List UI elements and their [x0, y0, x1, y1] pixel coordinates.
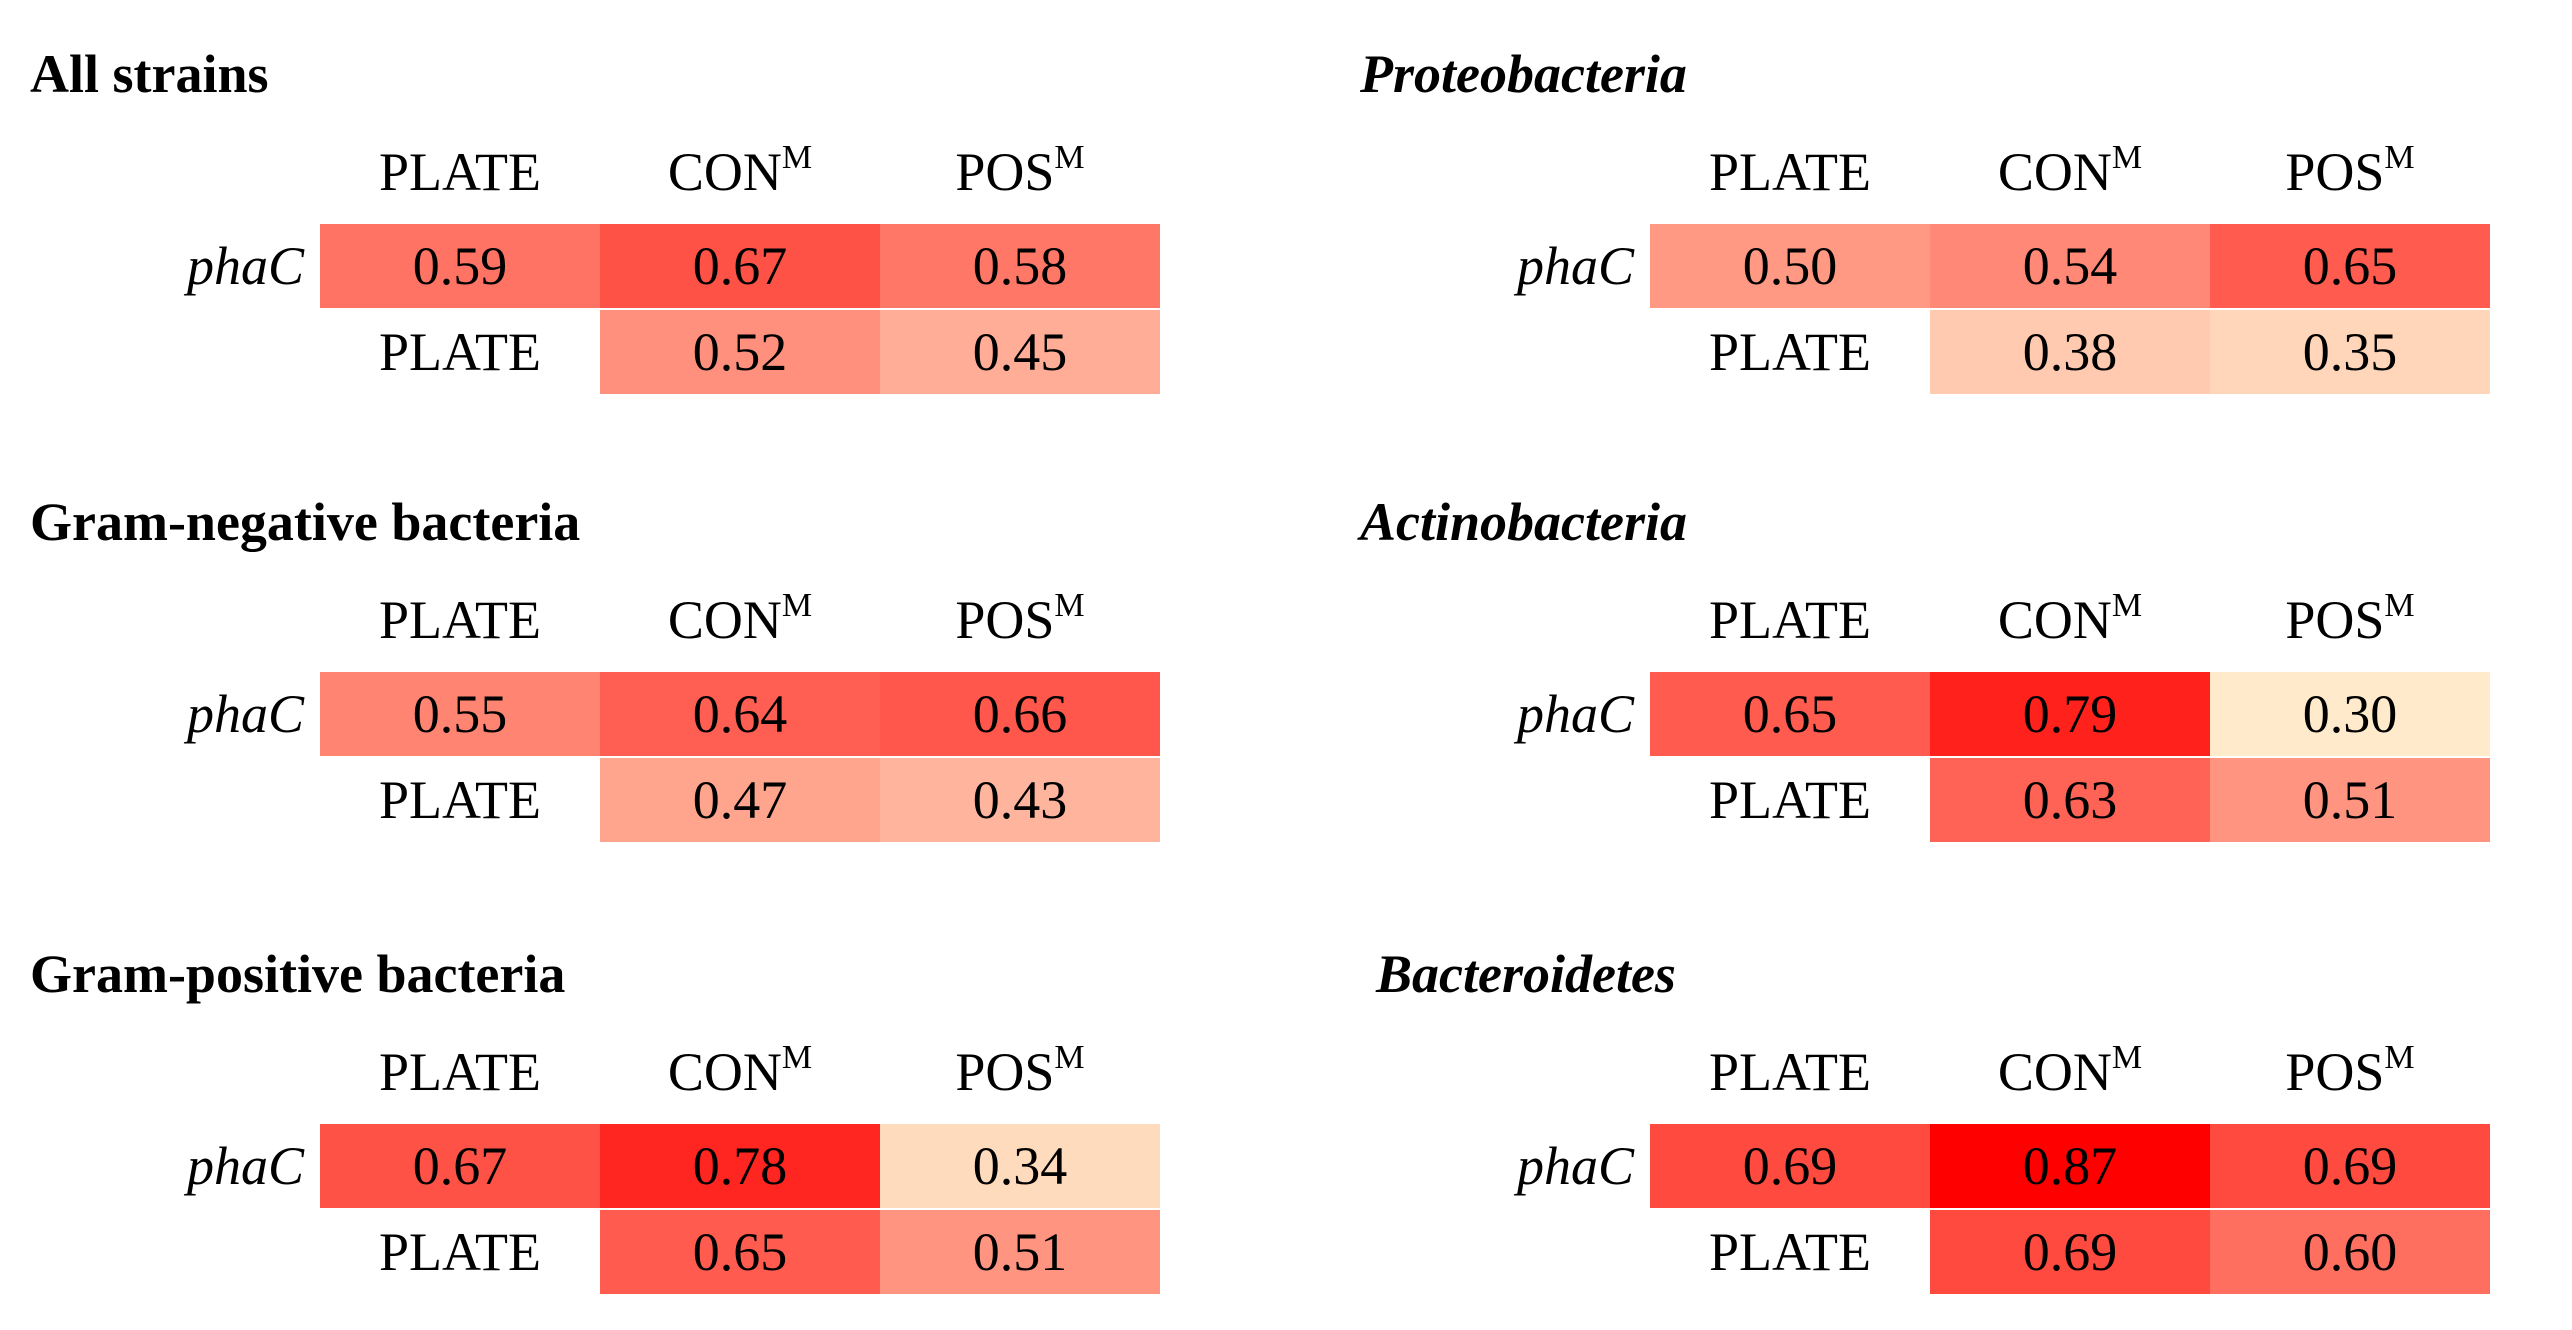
heatmap-cell: 0.59 [320, 224, 600, 308]
row-label-plate: PLATE [1709, 770, 1871, 830]
heatmap-cell: 0.60 [2210, 1210, 2490, 1294]
row-label-plate: PLATE [379, 322, 541, 382]
column-label-con: CONM [1997, 587, 2143, 651]
panel-title-bacteroidetes: Bacteroidetes [1376, 944, 1676, 1004]
panel-title-all-strains: All strains [30, 44, 269, 104]
heatmap-cell: 0.87 [1930, 1124, 2210, 1208]
column-label-con: CONM [1997, 139, 2143, 203]
column-label-plate: PLATE [1709, 142, 1871, 202]
column-label-pos: POSM [2285, 587, 2415, 651]
column-label-pos: POSM [2285, 139, 2415, 203]
column-label-con: CONM [1997, 1039, 2143, 1103]
column-label-pos: POSM [955, 139, 1085, 203]
heatmap-cell: 0.69 [1930, 1210, 2210, 1294]
heatmap-cell: 0.58 [880, 224, 1160, 308]
row-label-phac: phaC [186, 684, 304, 744]
heatmap-cell: 0.67 [600, 224, 880, 308]
row-label-phac: phaC [1516, 236, 1634, 296]
column-label-con: CONM [667, 587, 813, 651]
heatmap-cell: 0.64 [600, 672, 880, 756]
heatmap-cell: 0.65 [2210, 224, 2490, 308]
column-label-plate: PLATE [379, 590, 541, 650]
heatmap-cell: 0.51 [880, 1210, 1160, 1294]
row-label-plate: PLATE [1709, 1222, 1871, 1282]
heatmap-cell: 0.69 [2210, 1124, 2490, 1208]
row-label-plate: PLATE [1709, 322, 1871, 382]
panel-title-actinobacteria: Actinobacteria [1360, 492, 1687, 552]
heatmap-cell: 0.67 [320, 1124, 600, 1208]
heatmap-cell: 0.79 [1930, 672, 2210, 756]
heatmap-cell: 0.52 [600, 310, 880, 394]
column-label-pos: POSM [2285, 1039, 2415, 1103]
column-label-plate: PLATE [379, 1042, 541, 1102]
heatmap-cell: 0.78 [600, 1124, 880, 1208]
heatmap-cell: 0.34 [880, 1124, 1160, 1208]
row-label-phac: phaC [186, 236, 304, 296]
row-label-phac: phaC [186, 1136, 304, 1196]
heatmap-cell: 0.45 [880, 310, 1160, 394]
heatmap-cell: 0.65 [1650, 672, 1930, 756]
heatmap-cell: 0.51 [2210, 758, 2490, 842]
heatmap-cell: 0.66 [880, 672, 1160, 756]
column-label-pos: POSM [955, 1039, 1085, 1103]
heatmap-cell: 0.35 [2210, 310, 2490, 394]
heatmap-cell: 0.30 [2210, 672, 2490, 756]
heatmap-cell: 0.63 [1930, 758, 2210, 842]
row-label-phac: phaC [1516, 684, 1634, 744]
heatmap-cell: 0.47 [600, 758, 880, 842]
heatmap-cell: 0.69 [1650, 1124, 1930, 1208]
heatmap-cell: 0.65 [600, 1210, 880, 1294]
panel-title-gram-positive-bacteria: Gram-positive bacteria [30, 944, 566, 1004]
heatmap-cell: 0.55 [320, 672, 600, 756]
row-label-phac: phaC [1516, 1136, 1634, 1196]
column-label-plate: PLATE [1709, 590, 1871, 650]
panel-title-gram-negative-bacteria: Gram-negative bacteria [30, 492, 581, 552]
panel-title-proteobacteria: Proteobacteria [1360, 44, 1687, 104]
column-label-plate: PLATE [379, 142, 541, 202]
row-label-plate: PLATE [379, 1222, 541, 1282]
heatmap-cell: 0.50 [1650, 224, 1930, 308]
row-label-plate: PLATE [379, 770, 541, 830]
column-label-pos: POSM [955, 587, 1085, 651]
column-label-con: CONM [667, 1039, 813, 1103]
heatmap-cell: 0.54 [1930, 224, 2210, 308]
column-label-con: CONM [667, 139, 813, 203]
heatmap-cell: 0.43 [880, 758, 1160, 842]
heatmap-cell: 0.38 [1930, 310, 2210, 394]
column-label-plate: PLATE [1709, 1042, 1871, 1102]
